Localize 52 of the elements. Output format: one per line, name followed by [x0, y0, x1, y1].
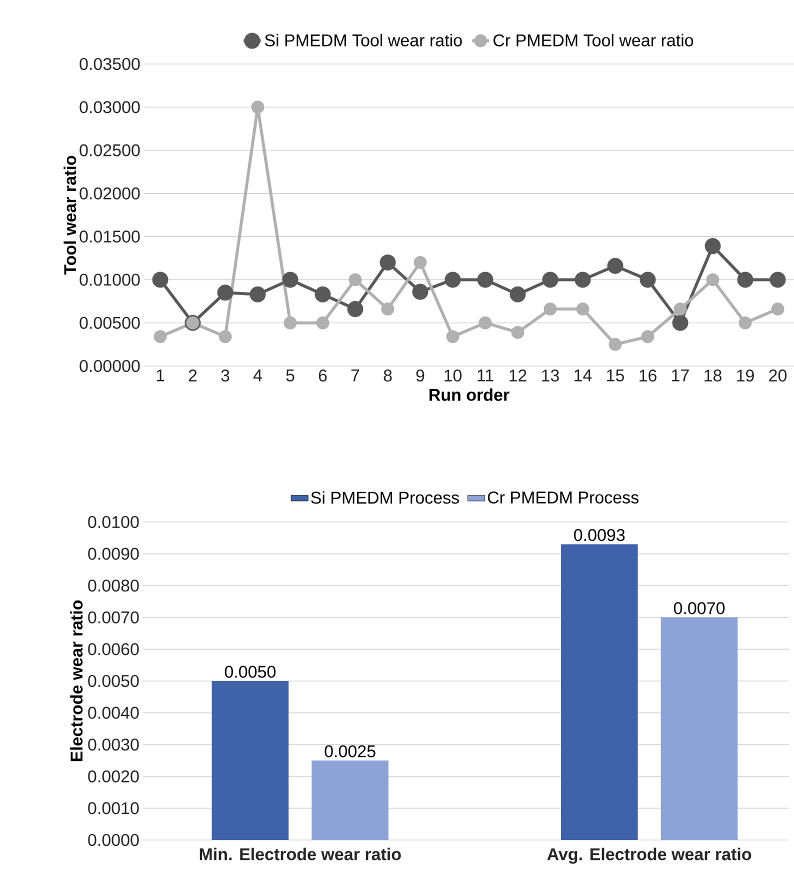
x-tick-label: 5: [286, 370, 294, 382]
x-axis-title: Run order: [429, 388, 510, 401]
x-tick-label: 17: [672, 370, 689, 382]
x-tick-label: Avg. Electrode wear ratio: [547, 848, 751, 864]
x-tick-label: 7: [351, 370, 359, 382]
y-tick-label: 0.03500: [79, 58, 140, 70]
y-tick-label: 0.01500: [79, 230, 140, 243]
y-tick-label: 0.0060: [88, 643, 139, 656]
x-tick-label: 2: [188, 370, 196, 382]
data-label: 0.0070: [674, 602, 724, 614]
y-axis-title: Electrode wear ratio: [70, 600, 82, 762]
x-tick-label: 1: [156, 370, 164, 382]
x-tick-label: 12: [509, 370, 526, 382]
legend-label: Si PMEDM Tool wear ratio: [264, 34, 462, 46]
x-tick-label: 13: [542, 370, 559, 382]
legend-label: Si PMEDM Process: [310, 491, 459, 504]
y-tick-label: 0.0030: [88, 738, 139, 751]
legend-label: Cr PMEDM Tool wear ratio: [493, 34, 693, 46]
x-tick-label: 20: [768, 370, 786, 382]
y-tick-label: 0.03000: [79, 101, 140, 114]
y-tick-label: 0.0070: [88, 611, 139, 624]
legend-label: Cr PMEDM Process: [488, 491, 638, 504]
y-tick-label: 0.0100: [88, 516, 139, 528]
x-tick-label: 3: [220, 370, 230, 382]
y-axis-title: Tool wear ratio: [63, 156, 76, 275]
y-tick-label: 0.00500: [79, 316, 140, 329]
y-tick-label: 0.0010: [88, 802, 139, 814]
y-tick-label: 0.0050: [88, 674, 139, 688]
y-tick-label: 0.02000: [79, 187, 140, 200]
y-tick-label: 0.0090: [88, 548, 139, 560]
x-tick-label: Min. Electrode wear ratio: [200, 848, 401, 860]
x-tick-label: 16: [639, 370, 656, 382]
x-tick-label: 15: [606, 370, 624, 382]
y-tick-label: 0.0020: [88, 770, 139, 782]
y-tick-label: 0.0000: [88, 834, 139, 846]
x-tick-label: 9: [416, 370, 424, 382]
x-tick-label: 18: [704, 370, 722, 382]
x-tick-label: 19: [736, 370, 754, 382]
y-tick-label: 0.02500: [79, 144, 140, 156]
data-label: 0.0093: [574, 529, 624, 542]
x-tick-label: 8: [384, 370, 392, 382]
x-tick-label: 6: [318, 370, 327, 382]
x-tick-label: 10: [444, 370, 462, 382]
y-tick-label: 0.0040: [88, 706, 139, 719]
data-label: 0.0050: [224, 666, 276, 678]
x-tick-label: 11: [478, 370, 494, 382]
x-tick-label: 14: [574, 370, 592, 382]
y-tick-label: 0.0080: [88, 580, 139, 592]
data-label: 0.0025: [324, 745, 376, 758]
y-tick-label: 0.00000: [79, 360, 140, 372]
x-tick-label: 4: [253, 370, 262, 382]
y-tick-label: 0.01000: [79, 274, 140, 286]
